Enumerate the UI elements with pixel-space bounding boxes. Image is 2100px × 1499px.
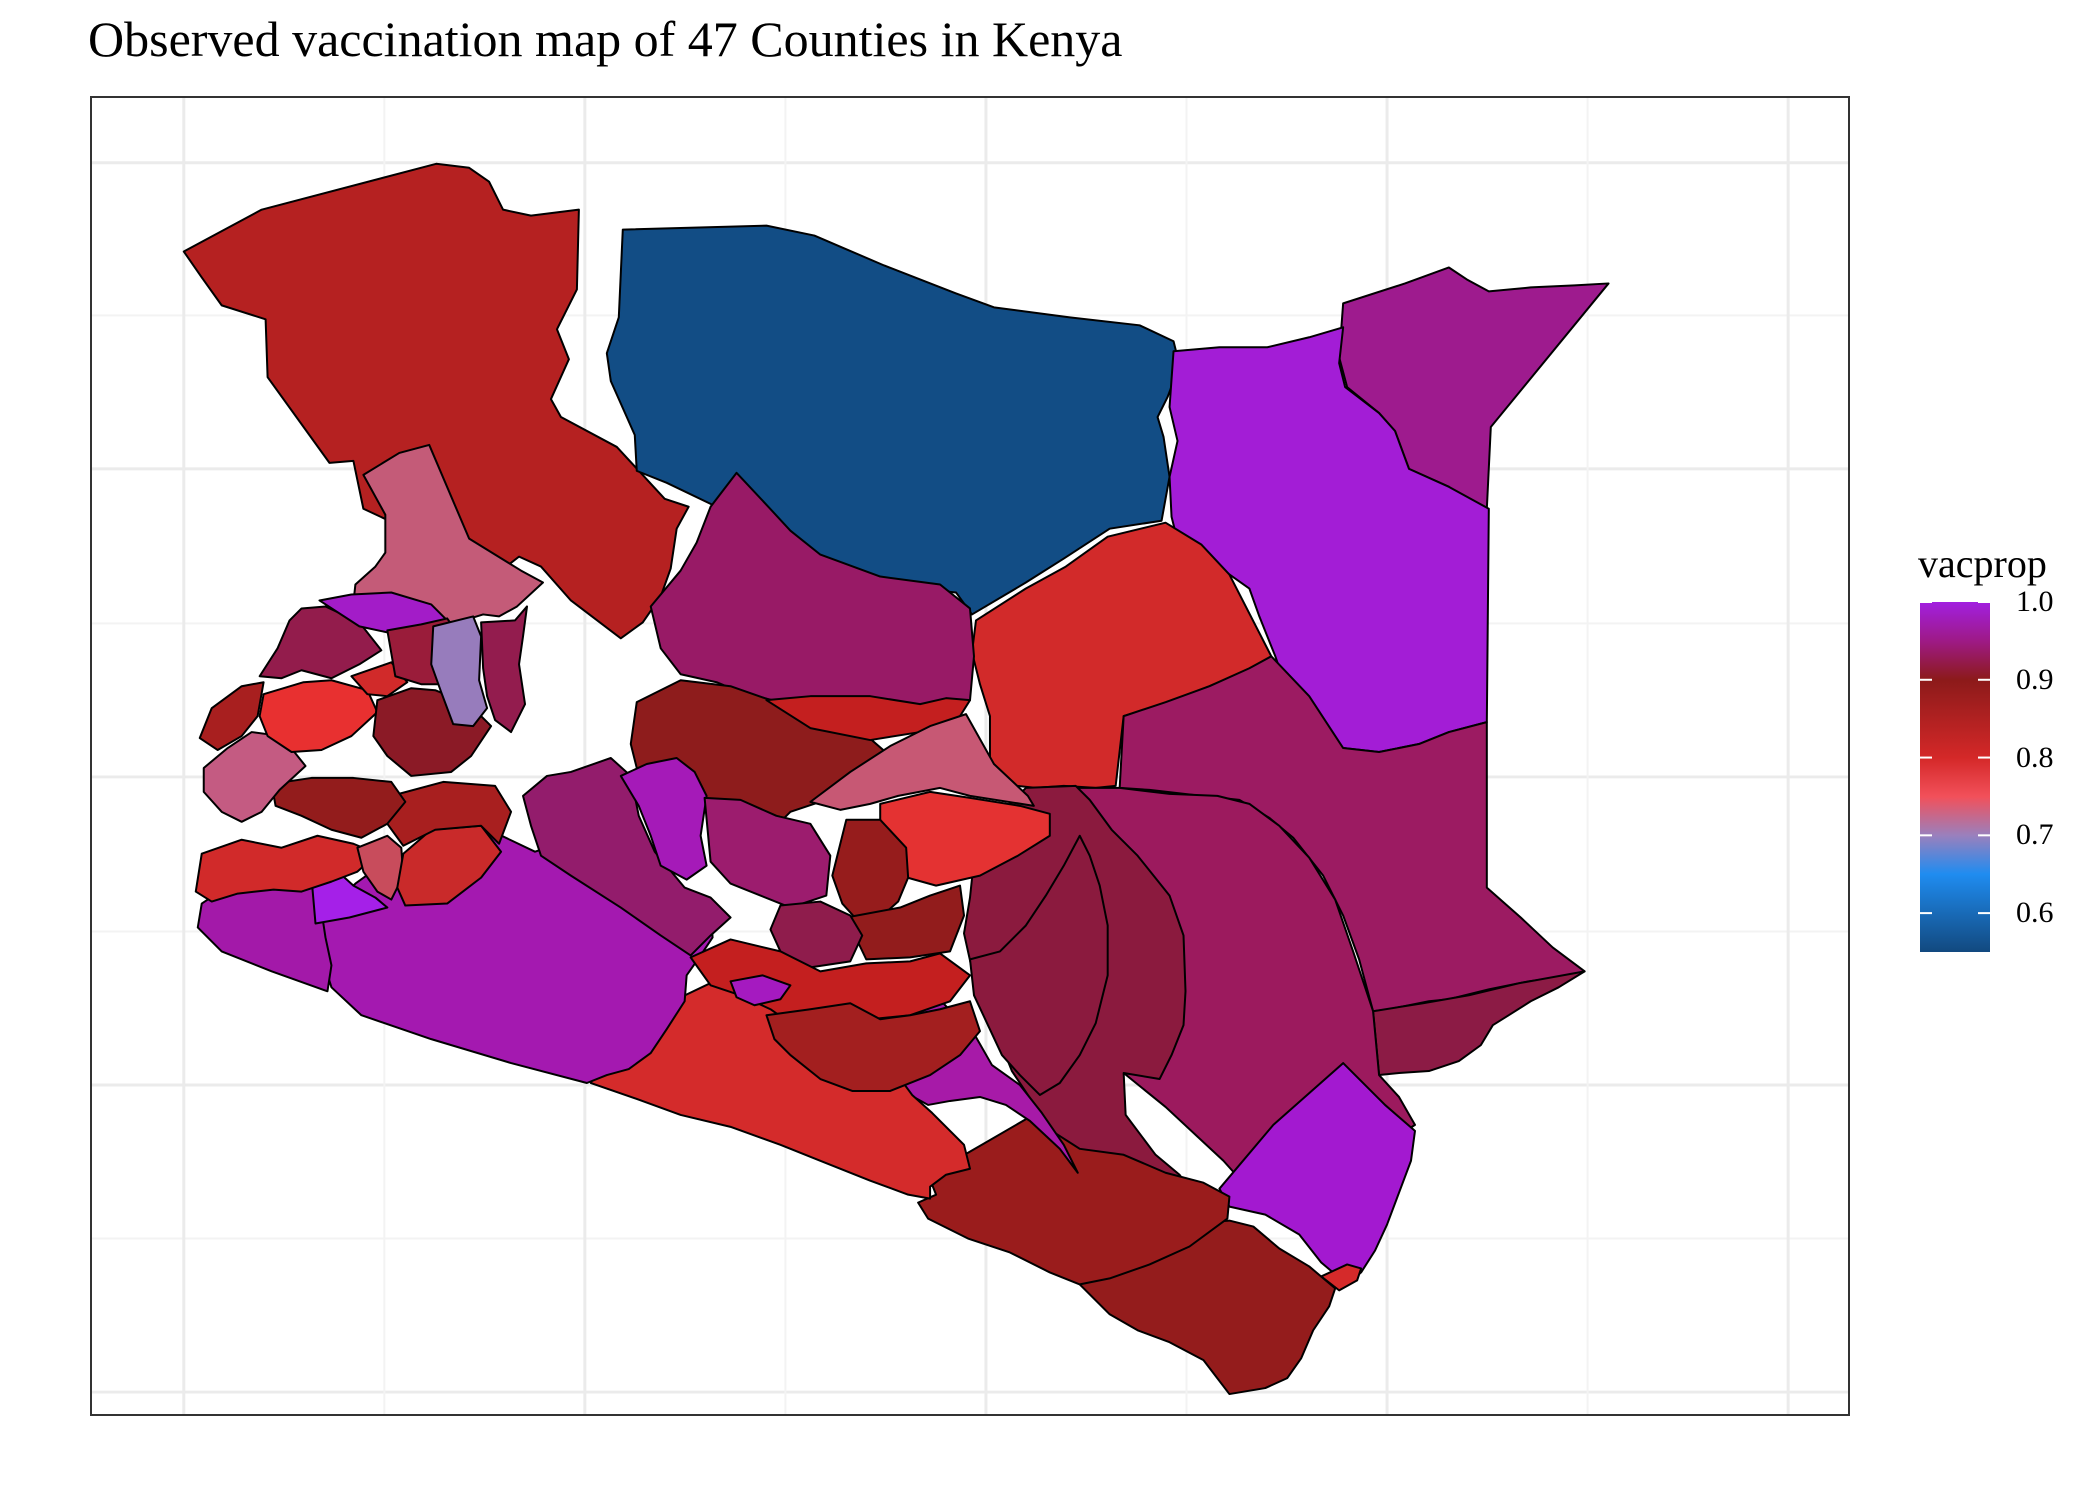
- county-region[interactable]: [258, 605, 383, 680]
- map-title: Observed vaccination map of 47 Counties …: [88, 11, 1123, 67]
- county-region[interactable]: [969, 834, 1109, 1096]
- county-region[interactable]: [198, 681, 265, 752]
- county-region[interactable]: [350, 661, 409, 698]
- county-region[interactable]: [194, 834, 379, 903]
- county-region[interactable]: [522, 756, 732, 957]
- county-region[interactable]: [729, 974, 792, 1007]
- county-region[interactable]: [270, 776, 407, 839]
- county-region[interactable]: [182, 162, 690, 640]
- legend-tick-label: 0.6: [2016, 896, 2054, 930]
- legend-title: vacprop: [1918, 541, 2047, 586]
- choropleth-map[interactable]: [92, 98, 1848, 1414]
- county-region[interactable]: [765, 695, 971, 742]
- county-region[interactable]: [845, 884, 966, 961]
- legend-tick-label: 0.9: [2016, 662, 2054, 696]
- county-region[interactable]: [386, 780, 513, 847]
- county-region[interactable]: [809, 713, 1035, 811]
- legend-tick-label: 1.0: [2016, 585, 2054, 618]
- county-region[interactable]: [769, 900, 864, 969]
- county-region[interactable]: [1372, 970, 1586, 1077]
- county-region[interactable]: [765, 1000, 981, 1092]
- county-region[interactable]: [619, 756, 708, 881]
- county-region[interactable]: [480, 605, 529, 734]
- county-region[interactable]: [703, 796, 832, 909]
- county-region[interactable]: [1218, 1062, 1416, 1286]
- legend-tick-label: 0.8: [2016, 740, 2054, 774]
- county-region[interactable]: [202, 731, 307, 823]
- county-polygons: [182, 162, 1610, 1396]
- map-panel: [90, 96, 1850, 1416]
- county-region[interactable]: [430, 615, 489, 728]
- legend: vacprop 1.0 0.9 0.8 0.7 0.6: [1918, 540, 2088, 980]
- county-region[interactable]: [258, 679, 379, 754]
- legend-colorbar: [1920, 602, 1990, 952]
- legend-tick-label: 0.7: [2016, 818, 2054, 852]
